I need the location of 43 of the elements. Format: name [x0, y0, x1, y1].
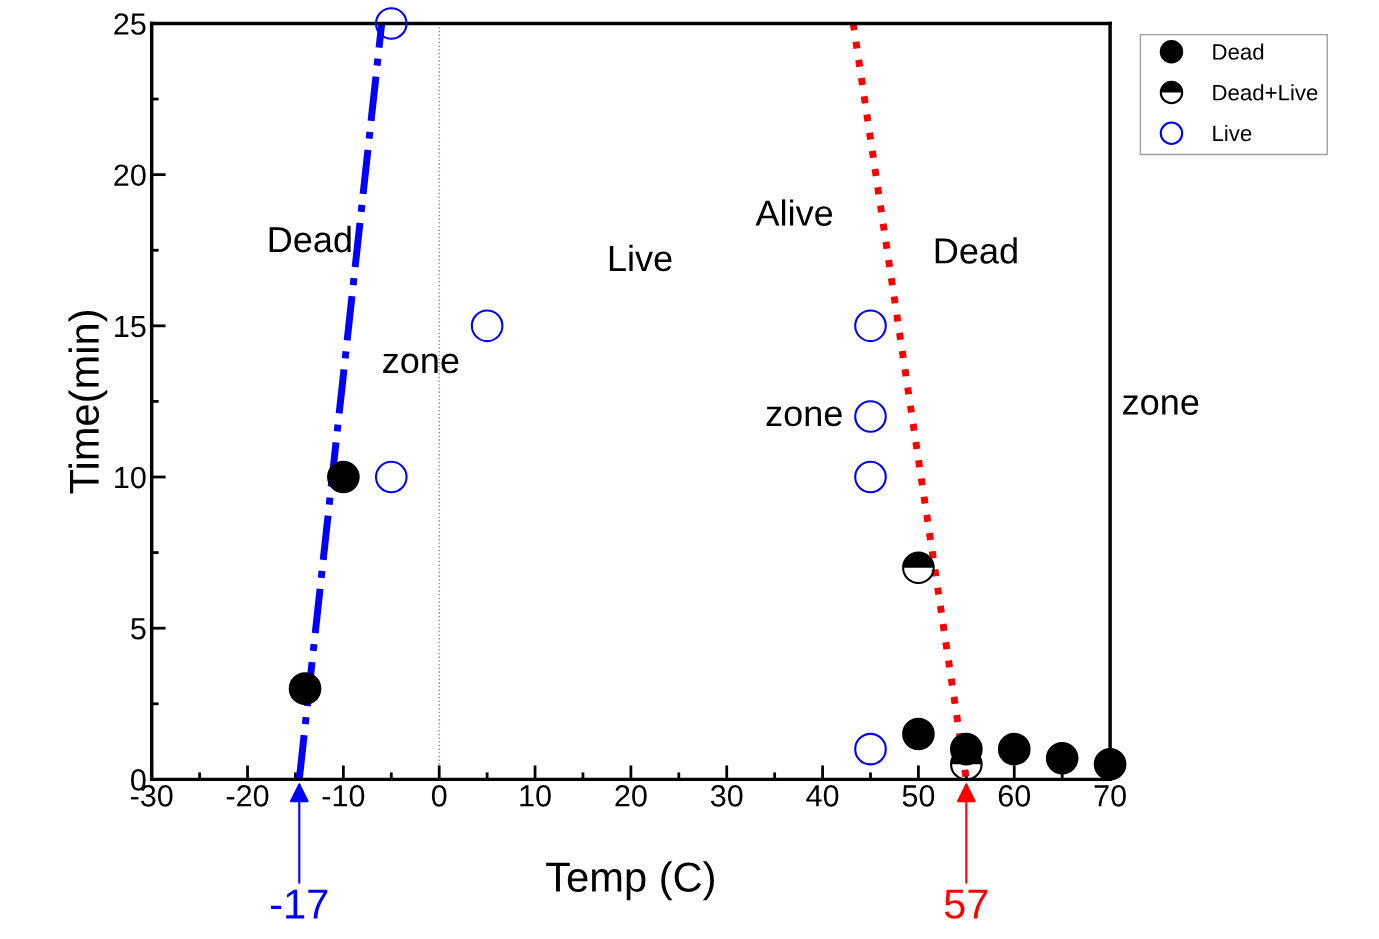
- point: [288, 672, 322, 705]
- annotation: Dead: [935, 237, 1017, 264]
- annotation: Dead: [269, 225, 351, 253]
- annotation: zone: [383, 353, 459, 374]
- annotation: Alive: [755, 199, 833, 226]
- point: [374, 460, 408, 494]
- x-tick-label: 50: [902, 785, 935, 807]
- point: [854, 732, 887, 766]
- y-tick-label: 25: [114, 13, 146, 35]
- legend-label: Dead: [1213, 43, 1264, 60]
- x-tick-label: 0: [431, 785, 447, 807]
- annotation: Live: [609, 244, 672, 272]
- x-tick-label: 70: [1094, 785, 1126, 807]
- point: [854, 309, 887, 343]
- annotation: -17: [271, 889, 328, 919]
- point: [1045, 741, 1079, 775]
- point: [327, 460, 360, 494]
- annotation: 57: [944, 889, 988, 919]
- point: [854, 400, 887, 433]
- x-tick-label: 40: [806, 785, 839, 807]
- x-tick-label: 20: [615, 785, 647, 807]
- y-tick-label: 15: [115, 315, 146, 338]
- point: [470, 309, 504, 343]
- x-tick-label: 60: [998, 785, 1031, 807]
- point: [902, 551, 935, 585]
- point: [374, 7, 408, 40]
- y-tick-label: 5: [131, 618, 146, 640]
- y-axis-title: Time(min): [68, 311, 108, 494]
- point: [902, 717, 935, 751]
- x-axis-title: Temp (C): [546, 861, 714, 901]
- x-tick-label: 10: [520, 785, 551, 807]
- x-tick-label: 30: [710, 785, 743, 807]
- point: [854, 460, 887, 494]
- text: zone: [1123, 395, 1199, 415]
- y-tick-label: 20: [114, 164, 146, 187]
- annotation: zone: [766, 406, 842, 427]
- x-tick-label: -20: [226, 785, 269, 807]
- legend-label: Live: [1213, 124, 1252, 142]
- point: [997, 732, 1031, 766]
- y-tick-label: 10: [115, 466, 146, 489]
- legend-label: Dead+Live: [1213, 84, 1318, 101]
- x-tick-label: -10: [322, 785, 365, 807]
- point: [1093, 747, 1127, 781]
